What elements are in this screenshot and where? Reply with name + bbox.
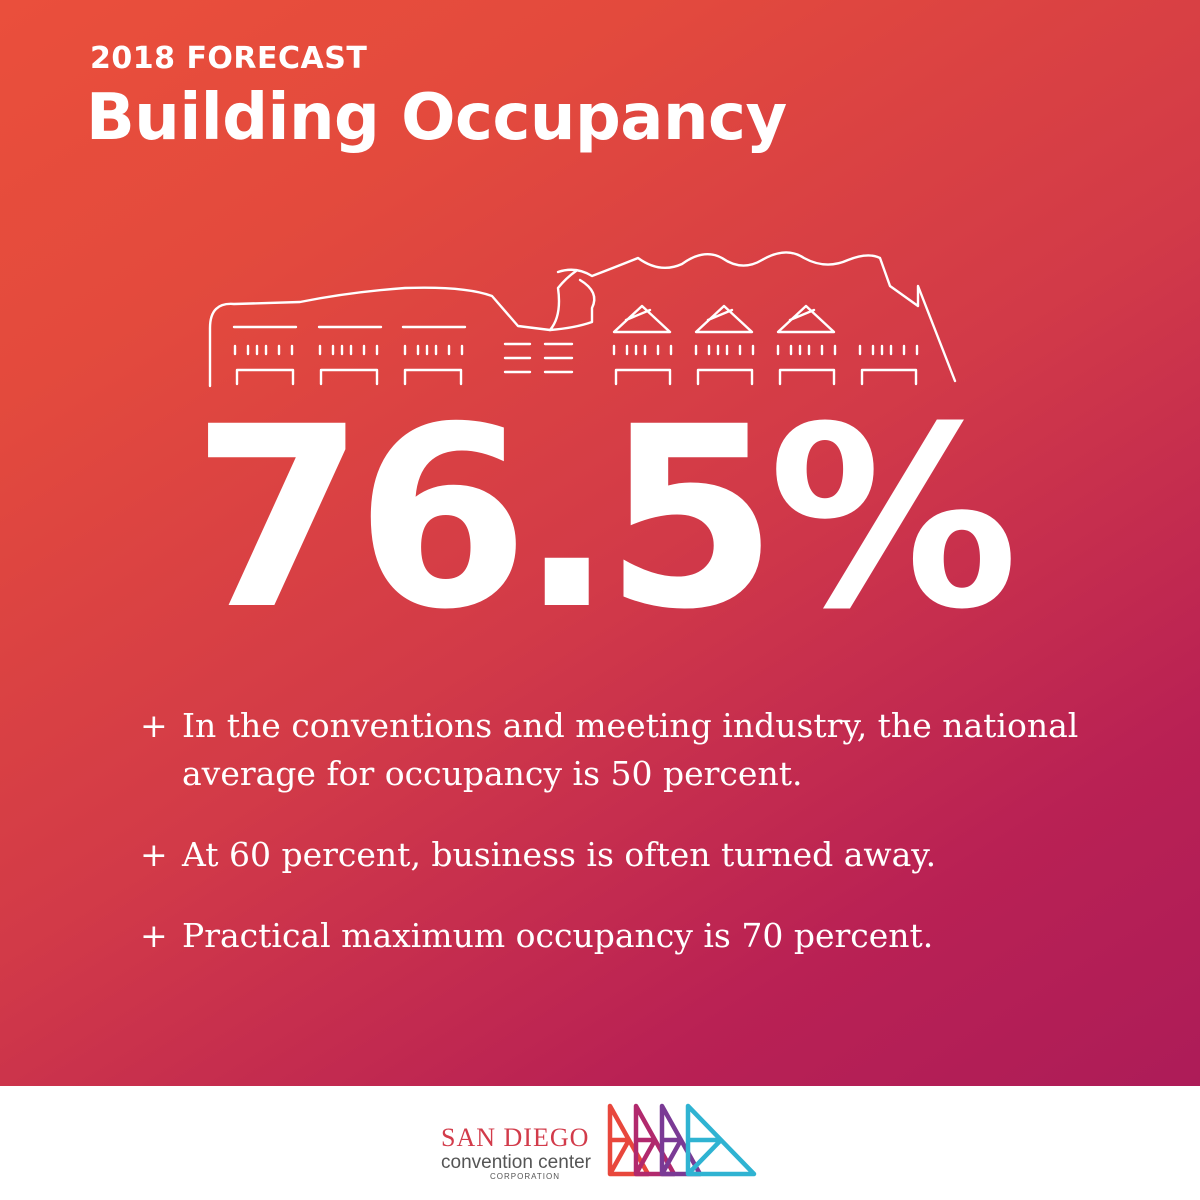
list-item: + At 60 percent, business is often turne… — [140, 831, 1100, 879]
hero-panel: 2018 FORECAST Building Occupancy 76.5% + — [0, 0, 1200, 1086]
page-title: Building Occupancy — [86, 81, 787, 155]
footer — [0, 1086, 1200, 1200]
fact-text: At 60 percent, business is often turned … — [182, 835, 937, 874]
organization-name: SAN DIEGO — [441, 1123, 590, 1152]
plus-bullet-icon: + — [140, 706, 168, 745]
organization-logo-text: SAN DIEGO convention center CORPORATION — [441, 1123, 591, 1182]
occupancy-percentage: 76.5% — [191, 373, 1018, 664]
list-item: + Practical maximum occupancy is 70 perc… — [140, 912, 1100, 960]
fact-text: In the conventions and meeting industry,… — [182, 706, 1079, 793]
plus-bullet-icon: + — [140, 916, 168, 955]
fact-text: Practical maximum occupancy is 70 percen… — [182, 916, 934, 955]
organization-suffix: CORPORATION — [490, 1172, 560, 1181]
forecast-eyebrow: 2018 FORECAST — [90, 41, 368, 76]
convention-center-illustration-icon — [208, 251, 957, 388]
plus-bullet-icon: + — [140, 835, 168, 874]
triangle-grid-logo-icon — [607, 1103, 757, 1177]
fact-list: + In the conventions and meeting industr… — [140, 702, 1100, 993]
organization-subtitle: convention center — [441, 1152, 591, 1173]
list-item: + In the conventions and meeting industr… — [140, 702, 1100, 798]
